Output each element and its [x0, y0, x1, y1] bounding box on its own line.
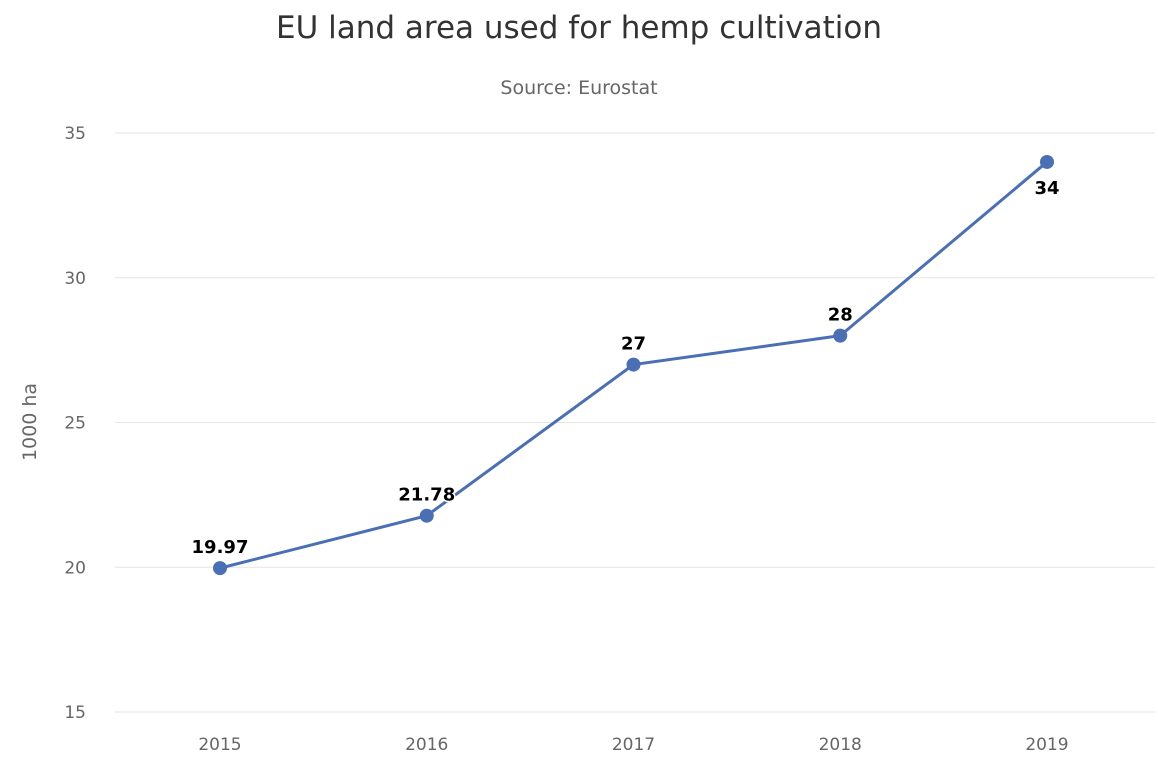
data-label: 28	[828, 305, 853, 326]
data-point[interactable]	[419, 508, 434, 523]
y-tick-label: 20	[64, 558, 86, 578]
x-axis-ticks: 2015 2016 2017 2018 2019	[198, 735, 1068, 755]
data-point[interactable]	[1040, 154, 1054, 169]
x-tick-label: 2018	[819, 735, 862, 754]
data-point[interactable]	[833, 328, 848, 343]
x-tick-label: 2016	[405, 735, 448, 754]
data-label: 19.97	[192, 537, 249, 558]
x-tick-label: 2015	[198, 735, 241, 754]
x-tick-label: 2019	[1025, 735, 1068, 754]
data-point[interactable]	[213, 561, 227, 576]
y-axis-ticks: 15 20 25 30 35	[64, 124, 86, 723]
data-label: 34	[1034, 178, 1059, 199]
series-group	[213, 154, 1054, 576]
data-point[interactable]	[626, 357, 641, 372]
x-tick-label: 2017	[612, 735, 655, 754]
data-label: 27	[621, 334, 646, 355]
gridlines	[115, 132, 1155, 713]
y-axis-label: 1000 ha	[19, 383, 41, 461]
data-labels: 19.97 21.78 27 28 34	[190, 176, 1061, 559]
y-tick-label: 25	[64, 414, 86, 434]
data-label: 21.78	[398, 485, 455, 506]
chart-title: EU land area used for hemp cultivation	[276, 10, 882, 46]
chart-subtitle: Source: Eurostat	[500, 77, 657, 99]
y-tick-label: 35	[64, 124, 86, 144]
y-tick-label: 15	[64, 703, 86, 723]
y-tick-label: 30	[64, 269, 86, 289]
